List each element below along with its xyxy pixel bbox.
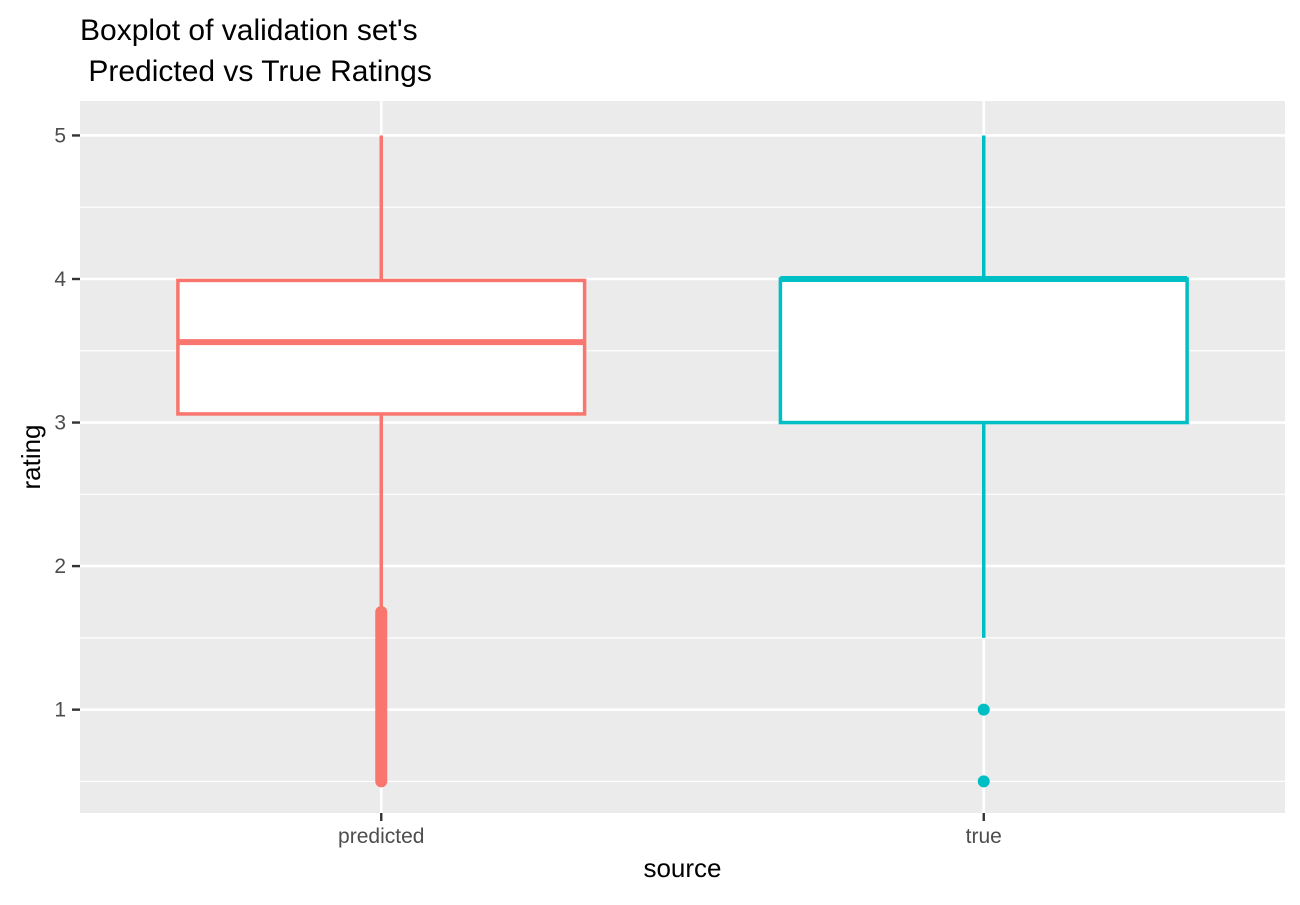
chart-title-line-2: Predicted vs True Ratings (80, 55, 432, 88)
chart-title-line-1: Boxplot of validation set's (80, 14, 418, 47)
y-tick-label: 3 (54, 412, 66, 435)
y-axis: 1 2 3 4 5 (54, 124, 80, 722)
y-tick-label: 4 (54, 268, 66, 291)
outlier-point (977, 703, 990, 716)
boxes (176, 135, 1189, 788)
box-predicted (176, 135, 587, 788)
x-axis: predicted true (338, 813, 1002, 848)
y-tick-label: 2 (54, 555, 66, 578)
plot-panel (80, 101, 1285, 813)
box-body (778, 277, 1189, 425)
x-axis-title: source (643, 853, 721, 883)
x-tick-label: true (966, 825, 1002, 848)
chart-title: Boxplot of validation set's Predicted vs… (80, 14, 432, 88)
box-true (778, 135, 1189, 788)
box-body (176, 278, 587, 416)
y-tick-label: 1 (54, 699, 66, 722)
outlier-points-band (375, 606, 388, 788)
y-axis-title: rating (16, 424, 46, 489)
y-tick-label: 5 (54, 124, 66, 147)
outlier-point (977, 775, 990, 788)
x-tick-label: predicted (338, 825, 424, 848)
